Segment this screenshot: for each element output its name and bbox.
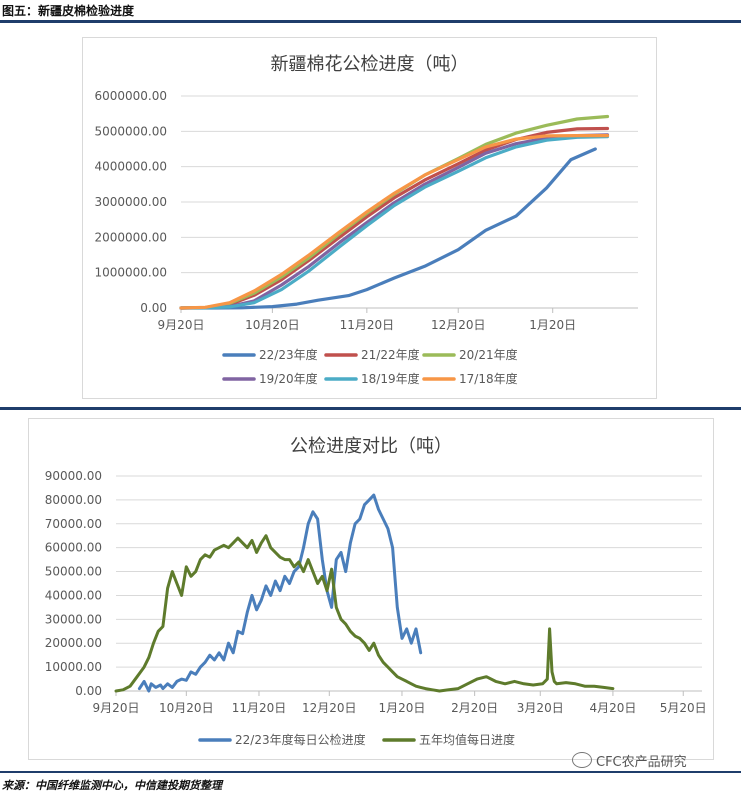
wechat-icon <box>572 752 592 768</box>
watermark: CFC农产品研究 <box>572 751 687 770</box>
section-divider <box>0 407 741 410</box>
chart-panel-1: 新疆棉花公检进度（吨） <box>82 37 657 399</box>
figure-title: 图五：新疆皮棉检验进度 <box>2 4 135 18</box>
chart-panel-2: 公检进度对比（吨） <box>28 418 714 760</box>
header-divider <box>0 20 741 23</box>
footer-divider <box>0 771 741 773</box>
chart-1-title: 新疆棉花公检进度（吨） <box>270 54 469 75</box>
source-note: 来源：中国纤维监测中心，中信建投期货整理 <box>2 779 222 792</box>
watermark-text: CFC农产品研究 <box>596 755 687 770</box>
chart-2-title: 公检进度对比（吨） <box>290 436 452 457</box>
